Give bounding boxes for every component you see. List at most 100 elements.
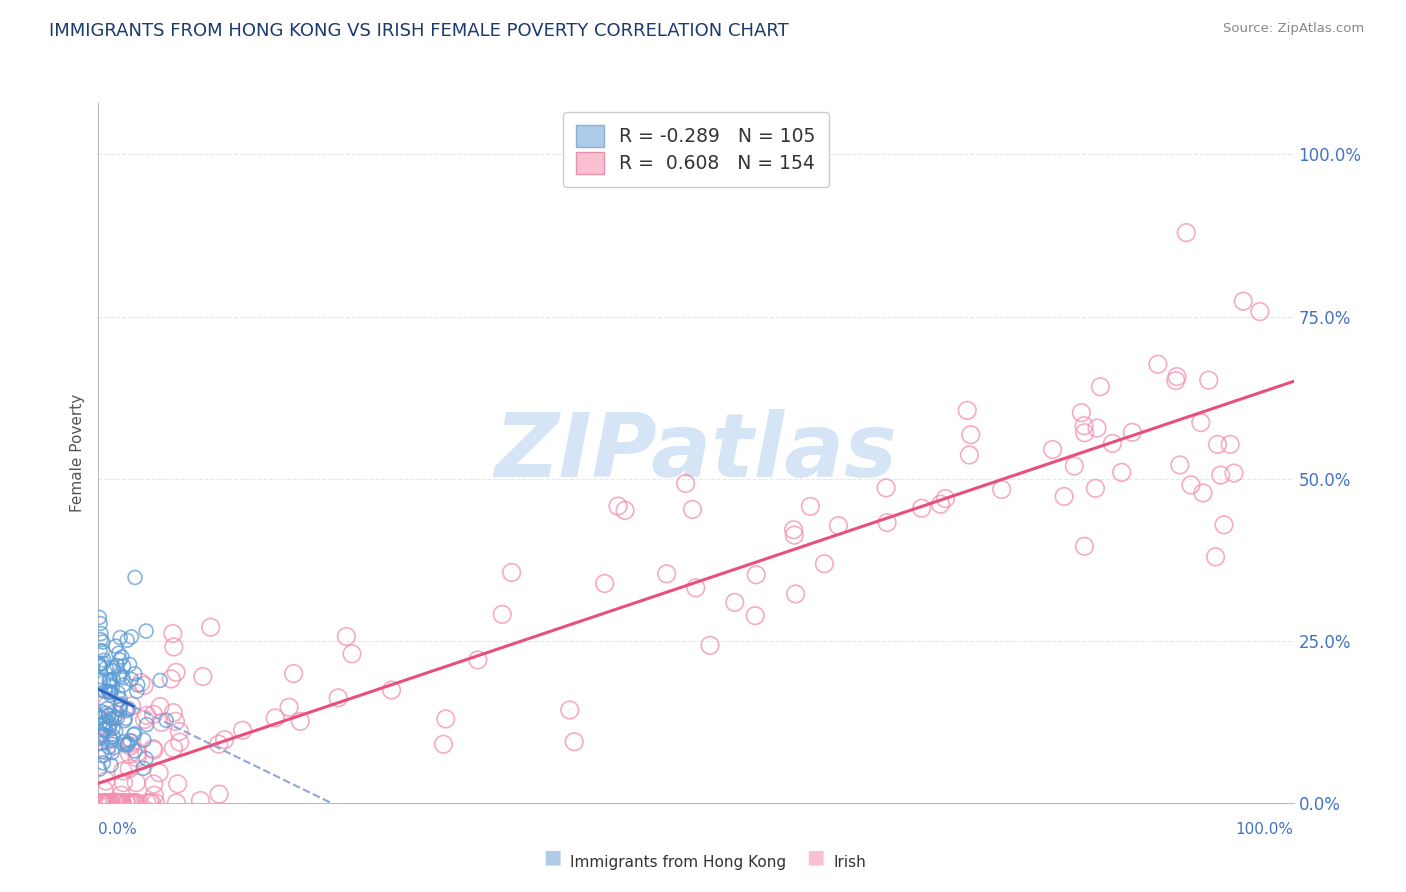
Point — [90, 736, 112, 750]
Point — [105, 711, 128, 725]
Point — [108, 670, 131, 684]
Point — [135, 796, 157, 810]
Text: ■: ■ — [806, 847, 825, 866]
Point — [94, 684, 117, 698]
Point — [96, 714, 118, 729]
Point — [875, 481, 897, 495]
Legend: R = -0.289   N = 105, R =  0.608   N = 154: R = -0.289 N = 105, R = 0.608 N = 154 — [562, 112, 830, 187]
Point — [93, 748, 115, 763]
Point — [1042, 442, 1064, 457]
Point — [98, 685, 121, 699]
Point — [655, 566, 678, 581]
Point — [783, 528, 806, 542]
Point — [328, 690, 350, 705]
Point — [127, 678, 149, 692]
Point — [467, 653, 489, 667]
Point — [162, 626, 184, 640]
Point — [97, 708, 120, 723]
Point — [1073, 539, 1095, 553]
Point — [122, 728, 145, 742]
Point — [91, 727, 114, 741]
Point — [1205, 549, 1227, 564]
Point — [91, 796, 114, 810]
Point — [90, 705, 112, 719]
Point — [91, 635, 114, 649]
Point — [685, 581, 707, 595]
Point — [1085, 421, 1108, 435]
Point — [111, 796, 134, 810]
Point — [89, 644, 111, 658]
Point — [89, 657, 111, 671]
Point — [121, 698, 143, 713]
Point — [135, 717, 157, 731]
Point — [91, 656, 114, 670]
Point — [163, 640, 186, 654]
Point — [90, 745, 112, 759]
Point — [699, 638, 721, 652]
Point — [90, 660, 112, 674]
Point — [813, 557, 835, 571]
Point — [214, 732, 236, 747]
Point — [97, 684, 120, 698]
Point — [91, 644, 114, 658]
Point — [125, 796, 148, 810]
Point — [114, 711, 136, 725]
Point — [142, 741, 165, 756]
Point — [160, 672, 183, 686]
Point — [1192, 486, 1215, 500]
Point — [1189, 416, 1212, 430]
Point — [1090, 380, 1112, 394]
Y-axis label: Female Poverty: Female Poverty — [70, 393, 86, 512]
Point — [97, 733, 120, 747]
Point — [90, 796, 112, 810]
Point — [97, 698, 120, 712]
Point — [94, 723, 117, 737]
Text: Immigrants from Hong Kong: Immigrants from Hong Kong — [571, 855, 786, 870]
Point — [98, 731, 121, 745]
Point — [432, 737, 454, 751]
Point — [108, 796, 131, 810]
Point — [232, 723, 254, 738]
Point — [103, 795, 125, 809]
Point — [959, 427, 981, 442]
Point — [110, 698, 132, 713]
Point — [1175, 226, 1198, 240]
Point — [108, 631, 131, 645]
Point — [122, 796, 145, 810]
Point — [93, 716, 115, 731]
Point — [100, 688, 122, 702]
Point — [105, 658, 128, 673]
Point — [93, 653, 115, 667]
Point — [112, 659, 135, 673]
Point — [124, 666, 146, 681]
Point — [118, 796, 141, 810]
Point — [1063, 458, 1085, 473]
Point — [562, 734, 585, 748]
Point — [93, 723, 115, 737]
Point — [101, 730, 124, 744]
Point — [120, 733, 142, 747]
Point — [111, 764, 134, 778]
Point — [335, 630, 357, 644]
Point — [135, 751, 157, 765]
Point — [118, 702, 141, 716]
Point — [97, 796, 120, 810]
Point — [105, 796, 128, 810]
Point — [125, 684, 148, 698]
Point — [1166, 369, 1188, 384]
Point — [100, 733, 122, 747]
Point — [135, 708, 157, 723]
Point — [150, 715, 173, 730]
Point — [1111, 466, 1133, 480]
Text: 100.0%: 100.0% — [1236, 822, 1294, 838]
Point — [675, 476, 697, 491]
Point — [1073, 425, 1095, 440]
Point — [93, 796, 115, 810]
Text: Source: ZipAtlas.com: Source: ZipAtlas.com — [1223, 22, 1364, 36]
Point — [682, 502, 704, 516]
Point — [108, 703, 131, 717]
Point — [104, 724, 127, 739]
Point — [93, 783, 115, 797]
Text: 0.0%: 0.0% — [98, 822, 138, 838]
Point — [108, 667, 131, 681]
